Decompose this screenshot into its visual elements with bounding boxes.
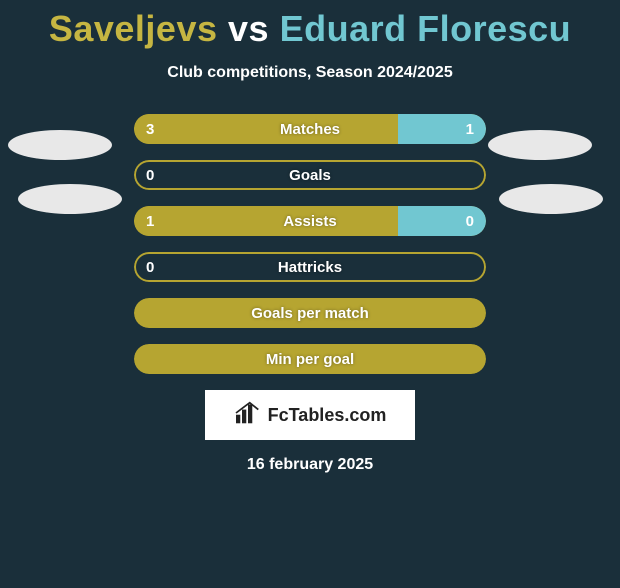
avatar-placeholder bbox=[488, 130, 592, 160]
stat-label: Hattricks bbox=[134, 252, 486, 282]
stat-row: Goals per match bbox=[134, 298, 486, 328]
date-label: 16 february 2025 bbox=[0, 456, 620, 474]
stat-value-player1: 3 bbox=[146, 114, 154, 144]
stat-label: Assists bbox=[134, 206, 486, 236]
stat-row: Matches3 1 bbox=[134, 114, 486, 144]
player1-name: Saveljevs bbox=[49, 8, 218, 49]
stat-value-player1: 1 bbox=[146, 206, 154, 236]
stat-label: Goals per match bbox=[134, 298, 486, 328]
comparison-title: Saveljevs vs Eduard Florescu bbox=[0, 8, 620, 50]
fctables-logo: FcTables.com bbox=[205, 390, 415, 440]
stat-bars: Matches31Goals0Assists10Hattricks0Goals … bbox=[134, 114, 486, 374]
subtitle: Club competitions, Season 2024/2025 bbox=[0, 64, 620, 82]
bar-chart-icon bbox=[234, 401, 262, 430]
stat-value-player1: 0 bbox=[146, 252, 154, 282]
stat-label: Goals bbox=[134, 160, 486, 190]
player2-name: Eduard Florescu bbox=[280, 8, 572, 49]
stat-value-player2: 0 bbox=[466, 206, 474, 236]
avatar-placeholder bbox=[8, 130, 112, 160]
stat-value-player1: 0 bbox=[146, 160, 154, 190]
stat-row: Min per goal bbox=[134, 344, 486, 374]
stat-row: Hattricks0 bbox=[134, 252, 486, 282]
avatar-placeholder bbox=[18, 184, 122, 214]
stat-value-player2: 1 bbox=[466, 114, 474, 144]
stat-label: Min per goal bbox=[134, 344, 486, 374]
stat-row: Assists1 0 bbox=[134, 206, 486, 236]
stat-row: Goals0 bbox=[134, 160, 486, 190]
stat-label: Matches bbox=[134, 114, 486, 144]
logo-text: FcTables.com bbox=[268, 405, 387, 426]
vs-separator: vs bbox=[228, 8, 269, 49]
avatar-placeholder bbox=[499, 184, 603, 214]
